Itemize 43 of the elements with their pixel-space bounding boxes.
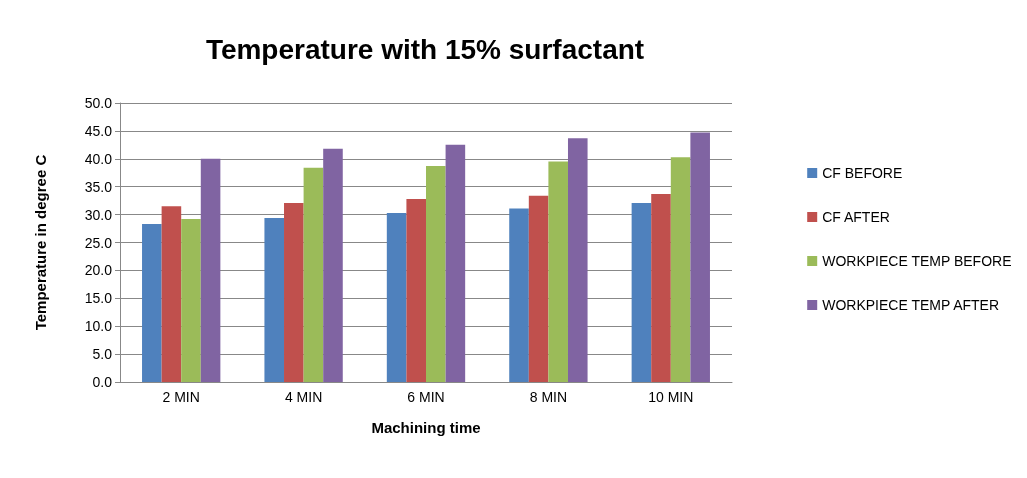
bar [445, 144, 466, 382]
legend-label: CF AFTER [822, 209, 890, 225]
bar [264, 217, 285, 382]
bar [670, 157, 691, 382]
bar [323, 148, 343, 382]
bar [142, 224, 162, 382]
y-tick-label: 30.0 [84, 206, 113, 223]
x-tick-label: 8 MIN [529, 389, 568, 405]
bar [386, 212, 407, 382]
bar [631, 202, 652, 382]
bar [303, 167, 324, 382]
legend-label: CF BEFORE [822, 165, 903, 181]
x-tick-label: 10 MIN [648, 389, 694, 405]
y-tick-label: 40.0 [84, 150, 113, 167]
y-tick-label: 45.0 [84, 122, 113, 139]
bar [284, 202, 304, 382]
chart-title: Temperature with 15% surfactant [205, 33, 645, 65]
bar [200, 158, 221, 382]
y-axis-title: Temperature in degree C [32, 154, 49, 331]
x-tick-label: 6 MIN [407, 389, 445, 405]
y-tick-label: 15.0 [84, 290, 113, 307]
bar [651, 193, 671, 382]
x-axis-title: Machining time [371, 419, 481, 436]
legend-label: WORKPIECE TEMP AFTER [822, 297, 1000, 313]
bar [161, 206, 182, 382]
bar [426, 166, 446, 382]
y-tick-label: 10.0 [84, 318, 113, 335]
y-tick-label: 20.0 [84, 262, 113, 279]
y-tick-label: 25.0 [84, 234, 113, 251]
bar [509, 208, 529, 382]
bar [528, 195, 549, 382]
bar [181, 219, 201, 382]
legend-label: WORKPIECE TEMP BEFORE [822, 253, 1012, 269]
bar [567, 138, 588, 382]
y-tick-label: 5.0 [92, 346, 113, 363]
x-tick-label: 4 MIN [284, 389, 323, 405]
bar [548, 161, 568, 382]
y-tick-label: 0.0 [92, 374, 113, 390]
y-tick-label: 50.0 [84, 95, 113, 111]
y-tick-label: 35.0 [84, 178, 113, 195]
bar [406, 198, 426, 382]
x-tick-label: 2 MIN [162, 389, 200, 405]
bar [690, 132, 710, 382]
